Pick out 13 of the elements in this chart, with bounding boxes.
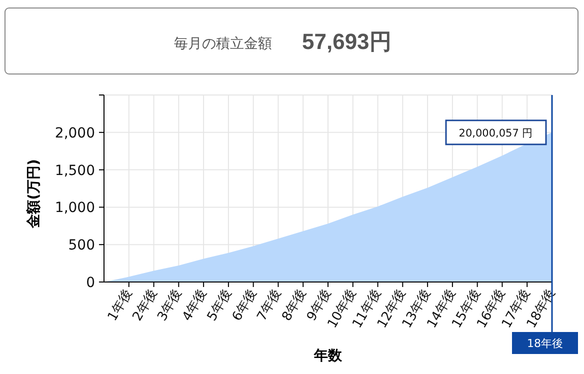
- ref-line-label: 18年後: [527, 337, 563, 350]
- y-tick-label: 1,000: [54, 200, 95, 216]
- header: 毎月の積立金額 57,693円: [4, 8, 578, 74]
- chart-title: 毎月の積立金額: [174, 36, 272, 52]
- y-tick-label: 0: [86, 275, 95, 291]
- y-tick-label: 500: [68, 238, 95, 254]
- annotation: 20,000,057 円: [458, 127, 534, 140]
- x-axis-title: 年数: [313, 348, 343, 364]
- y-tick-label: 2,000: [54, 125, 95, 142]
- y-axis-title: 金額(万円): [25, 159, 42, 229]
- y-tick-label: 1,500: [54, 162, 95, 179]
- annotation: 20,000,057 円: [445, 120, 547, 146]
- chart-subtitle: 57,693円: [302, 29, 392, 54]
